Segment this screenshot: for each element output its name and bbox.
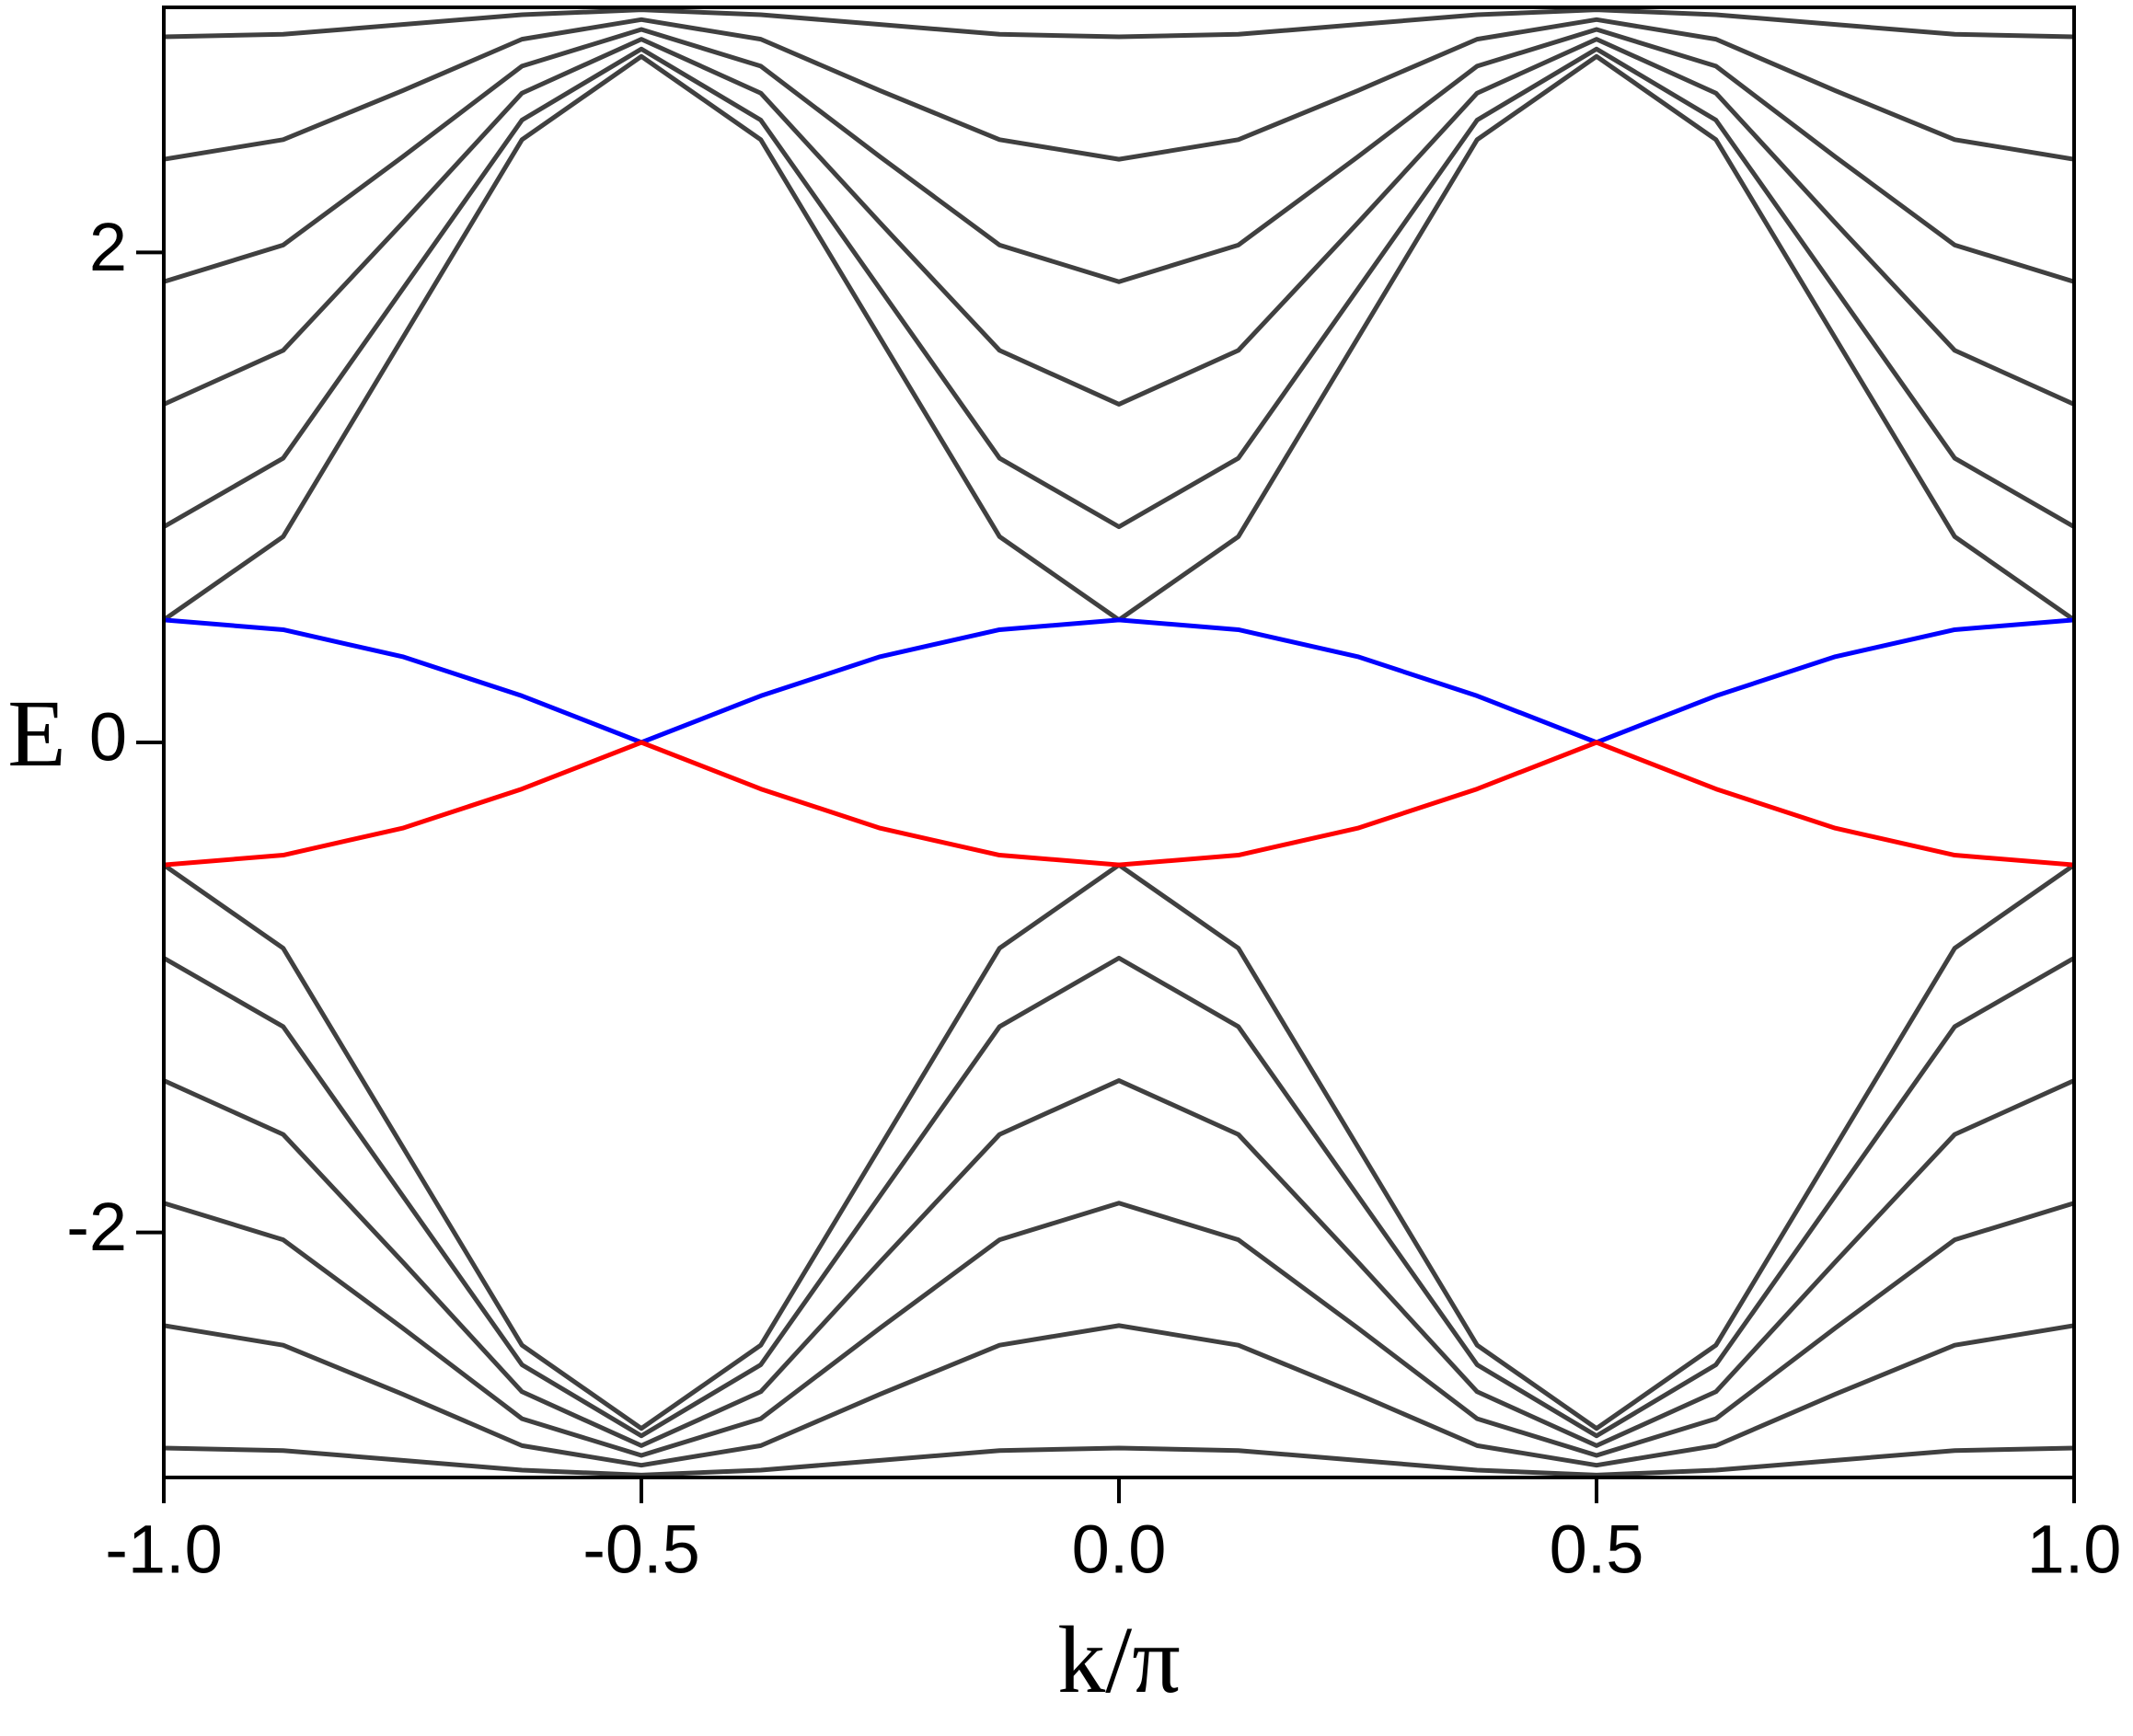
band-line	[164, 1445, 2074, 1477]
y-axis-title: E	[7, 681, 66, 787]
y-tick-label: -2	[66, 1189, 127, 1265]
band-line	[164, 37, 2074, 407]
band-line	[164, 7, 2074, 40]
x-tick-label: -0.5	[582, 1512, 700, 1588]
y-tick-label: 2	[89, 209, 127, 285]
band-line	[164, 740, 2074, 868]
band-line	[164, 17, 2074, 162]
x-axis-title: k/π	[1057, 1607, 1180, 1713]
x-tick-label: -1.0	[105, 1512, 223, 1588]
band-line	[164, 1201, 2074, 1458]
x-tick-label: 1.0	[2027, 1512, 2122, 1588]
x-tick-label: 0.0	[1072, 1512, 1167, 1588]
x-tick-label: 0.5	[1550, 1512, 1644, 1588]
band-line	[164, 46, 2074, 530]
band-line	[164, 53, 2074, 623]
plot-area	[164, 7, 2074, 1477]
plot-frame	[162, 6, 2076, 1479]
band-line	[164, 1323, 2074, 1468]
band-line	[164, 955, 2074, 1439]
band-line	[164, 862, 2074, 1431]
series-group	[164, 7, 2074, 1477]
band-line	[164, 617, 2074, 745]
band-line	[164, 1078, 2074, 1448]
band-line	[164, 27, 2074, 284]
y-tick-label: 0	[89, 699, 127, 776]
